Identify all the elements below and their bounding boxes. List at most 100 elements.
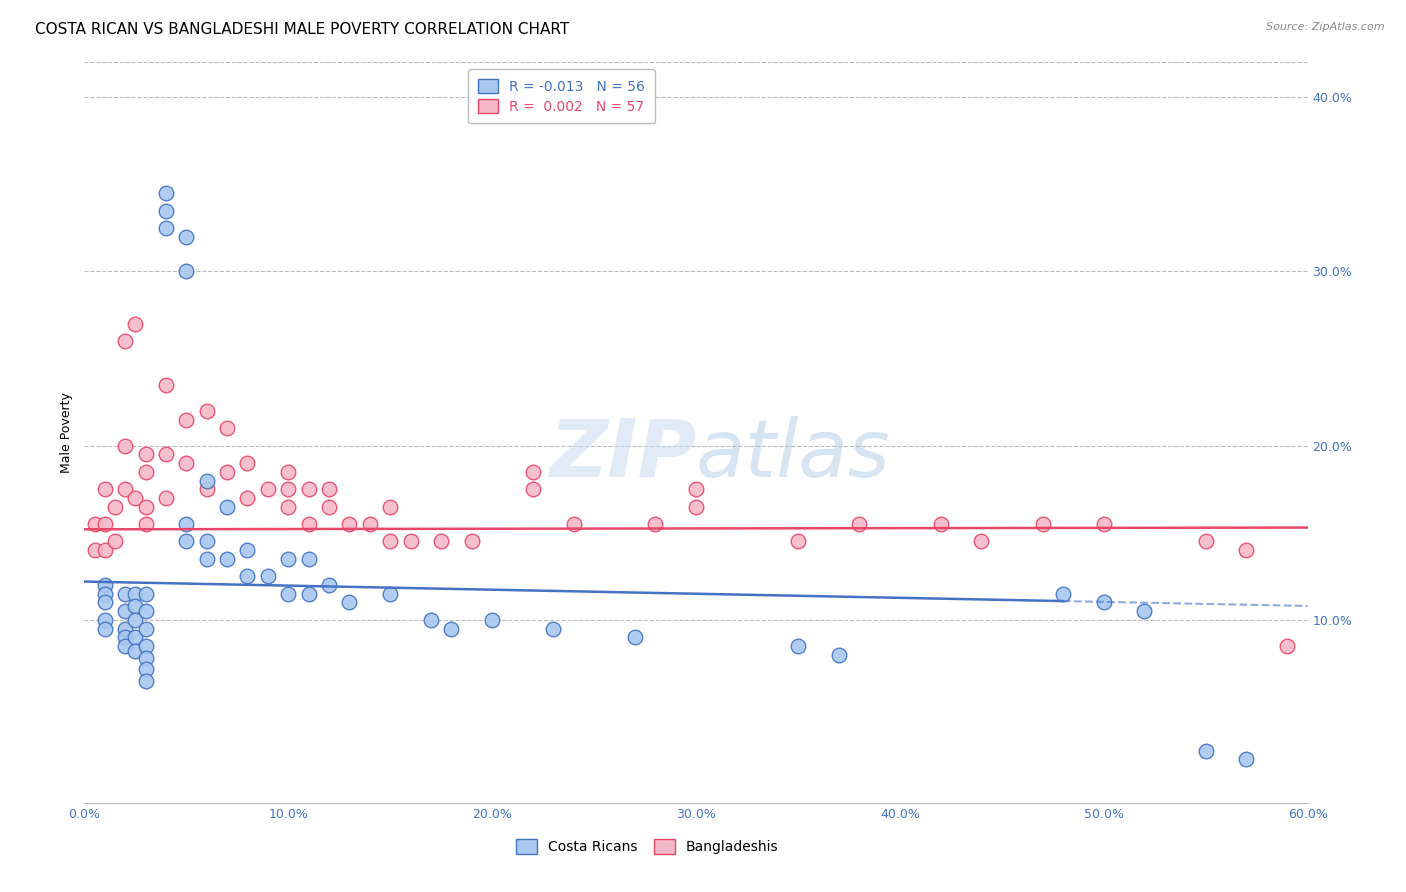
Point	[1092, 517, 1115, 532]
Point	[217, 500, 239, 514]
Point	[93, 482, 115, 496]
Point	[217, 421, 239, 435]
Point	[236, 569, 259, 583]
Point	[135, 651, 157, 665]
Point	[135, 604, 157, 618]
Point	[135, 639, 157, 653]
Point	[380, 587, 402, 601]
Point	[93, 622, 115, 636]
Point	[174, 517, 197, 532]
Point	[298, 482, 321, 496]
Point	[93, 578, 115, 592]
Point	[277, 500, 299, 514]
Point	[298, 587, 321, 601]
Point	[440, 622, 463, 636]
Point	[174, 534, 197, 549]
Point	[257, 482, 280, 496]
Point	[339, 517, 361, 532]
Text: COSTA RICAN VS BANGLADESHI MALE POVERTY CORRELATION CHART: COSTA RICAN VS BANGLADESHI MALE POVERTY …	[35, 22, 569, 37]
Point	[155, 186, 177, 200]
Point	[1236, 543, 1258, 558]
Point	[155, 377, 177, 392]
Point	[543, 622, 565, 636]
Point	[135, 500, 157, 514]
Point	[277, 552, 299, 566]
Point	[124, 644, 146, 658]
Point	[195, 534, 218, 549]
Point	[83, 517, 105, 532]
Point	[787, 534, 810, 549]
Point	[1277, 639, 1299, 653]
Point	[236, 456, 259, 470]
Point	[522, 465, 544, 479]
Y-axis label: Male Poverty: Male Poverty	[60, 392, 73, 473]
Point	[298, 552, 321, 566]
Point	[318, 482, 340, 496]
Point	[339, 595, 361, 609]
Point	[195, 474, 218, 488]
Point	[155, 203, 177, 218]
Point	[1133, 604, 1156, 618]
Point	[1052, 587, 1074, 601]
Point	[380, 500, 402, 514]
Point	[522, 482, 544, 496]
Point	[135, 622, 157, 636]
Legend: Costa Ricans, Bangladeshis: Costa Ricans, Bangladeshis	[508, 831, 787, 863]
Point	[93, 613, 115, 627]
Point	[236, 543, 259, 558]
Point	[562, 517, 585, 532]
Point	[1195, 743, 1218, 757]
Point	[114, 639, 136, 653]
Point	[787, 639, 810, 653]
Point	[430, 534, 453, 549]
Point	[420, 613, 443, 627]
Point	[929, 517, 952, 532]
Point	[685, 500, 707, 514]
Point	[174, 412, 197, 426]
Point	[114, 439, 136, 453]
Point	[135, 662, 157, 676]
Point	[124, 613, 146, 627]
Point	[217, 552, 239, 566]
Point	[93, 587, 115, 601]
Point	[277, 587, 299, 601]
Point	[828, 648, 851, 662]
Point	[124, 491, 146, 505]
Point	[114, 334, 136, 348]
Point	[124, 630, 146, 644]
Point	[93, 595, 115, 609]
Point	[174, 456, 197, 470]
Point	[318, 500, 340, 514]
Point	[380, 534, 402, 549]
Text: atlas: atlas	[696, 416, 891, 494]
Point	[257, 569, 280, 583]
Point	[236, 491, 259, 505]
Point	[114, 482, 136, 496]
Text: ZIP: ZIP	[548, 416, 696, 494]
Point	[481, 613, 503, 627]
Point	[277, 465, 299, 479]
Point	[124, 587, 146, 601]
Point	[124, 599, 146, 613]
Point	[155, 491, 177, 505]
Point	[195, 482, 218, 496]
Point	[195, 552, 218, 566]
Point	[848, 517, 870, 532]
Point	[83, 543, 105, 558]
Point	[93, 517, 115, 532]
Point	[135, 465, 157, 479]
Point	[644, 517, 666, 532]
Point	[298, 517, 321, 532]
Point	[114, 630, 136, 644]
Point	[124, 317, 146, 331]
Point	[1236, 752, 1258, 766]
Point	[318, 578, 340, 592]
Point	[104, 534, 127, 549]
Point	[114, 587, 136, 601]
Point	[399, 534, 422, 549]
Point	[970, 534, 993, 549]
Point	[174, 229, 197, 244]
Point	[195, 404, 218, 418]
Point	[135, 517, 157, 532]
Point	[461, 534, 484, 549]
